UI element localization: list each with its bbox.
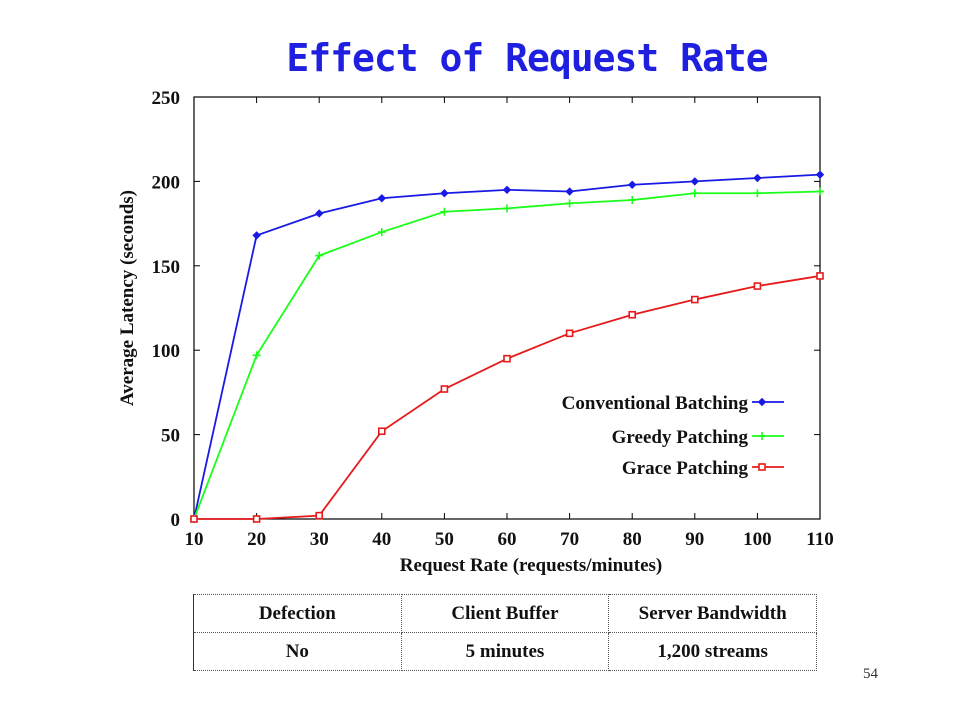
- x-tick-label: 30: [310, 529, 329, 550]
- y-tick-label: 50: [161, 426, 180, 447]
- data-point: [758, 463, 766, 471]
- data-point: [252, 515, 261, 523]
- data-point: [377, 194, 387, 203]
- data-point: [440, 207, 449, 216]
- latency-line-chart: 10 20 30 40 50 60 70 80 90 100 110050100150200250 …: [117, 88, 834, 576]
- series-layer: [189, 170, 825, 524]
- x-tick-label: 20: [247, 529, 266, 550]
- series-grace-patching: [190, 272, 824, 523]
- x-tick-label: 40: [372, 529, 391, 550]
- legend-label: Greedy Patching: [612, 427, 749, 448]
- y-tick-label: 250: [152, 88, 181, 109]
- x-tick-label: 70: [560, 529, 579, 550]
- data-point: [440, 189, 449, 198]
- data-point: [757, 397, 767, 407]
- x-tick-label: 60: [498, 529, 517, 550]
- data-point: [190, 515, 198, 523]
- data-point: [758, 432, 766, 440]
- slide-title: Effect of Request Rate: [286, 36, 768, 80]
- y-tick-label: 150: [152, 257, 181, 278]
- data-point: [252, 231, 261, 240]
- data-point: [753, 189, 762, 198]
- data-point: [816, 187, 824, 196]
- parameters-table: Defection Client Buffer Server Bandwidth…: [193, 594, 817, 671]
- table-header-row: Defection Client Buffer Server Bandwidth: [193, 594, 817, 633]
- page-number: 54: [863, 666, 878, 682]
- table-header-cell: Server Bandwidth: [608, 594, 817, 633]
- data-point: [565, 187, 574, 196]
- data-point: [627, 180, 637, 189]
- axis-ticks: 10 20 30 40 50 60 70 80 90 100 110 0 50 100 150 200 250: [152, 88, 834, 550]
- data-point: [565, 199, 574, 208]
- x-tick-label: 50: [435, 529, 454, 550]
- table-header-cell: Client Buffer: [400, 594, 610, 633]
- x-tick-label: 80: [623, 529, 642, 550]
- x-tick-label: 100: [743, 529, 772, 550]
- data-point: [690, 189, 699, 198]
- legend: Conventional Batching Greedy Patching Grac…: [562, 393, 784, 479]
- data-point: [565, 329, 574, 338]
- data-point: [503, 204, 511, 213]
- y-axis-title: Average Latency (seconds): [117, 190, 138, 406]
- x-tick-label: 90: [685, 529, 704, 550]
- legend-item: Grace Patching: [622, 458, 784, 479]
- y-tick-label: 100: [152, 341, 181, 362]
- data-point: [753, 282, 762, 290]
- plot-area-frame: [193, 96, 821, 520]
- data-point: [315, 511, 324, 520]
- data-point: [377, 228, 386, 237]
- data-point: [503, 354, 511, 363]
- data-point: [628, 310, 637, 319]
- data-point: [815, 170, 825, 179]
- data-point: [690, 177, 700, 186]
- y-tick-label: 0: [171, 510, 181, 531]
- legend-label: Conventional Batching: [562, 393, 749, 414]
- data-point: [628, 195, 637, 204]
- x-tick-label: 10: [185, 529, 204, 550]
- data-point: [816, 272, 824, 280]
- table-cell: 5 minutes: [400, 632, 610, 671]
- table-cell: 1,200 streams: [608, 632, 817, 671]
- x-tick-label: 110: [806, 529, 833, 550]
- data-point: [252, 351, 261, 360]
- data-point: [314, 209, 324, 218]
- data-point: [753, 173, 762, 183]
- data-point: [440, 385, 449, 393]
- data-point: [315, 251, 324, 260]
- table-row: No 5 minutes 1,200 streams: [193, 632, 817, 671]
- legend-item: Conventional Batching: [562, 393, 784, 414]
- x-axis-title: Request Rate (requests/minutes): [400, 555, 662, 576]
- y-tick-label: 200: [152, 172, 181, 193]
- data-point: [502, 185, 512, 195]
- data-point: [690, 295, 699, 304]
- legend-label: Grace Patching: [622, 458, 749, 479]
- table-header-cell: Defection: [193, 594, 402, 633]
- legend-item: Greedy Patching: [612, 427, 784, 448]
- data-point: [377, 427, 386, 436]
- table-cell: No: [193, 632, 402, 671]
